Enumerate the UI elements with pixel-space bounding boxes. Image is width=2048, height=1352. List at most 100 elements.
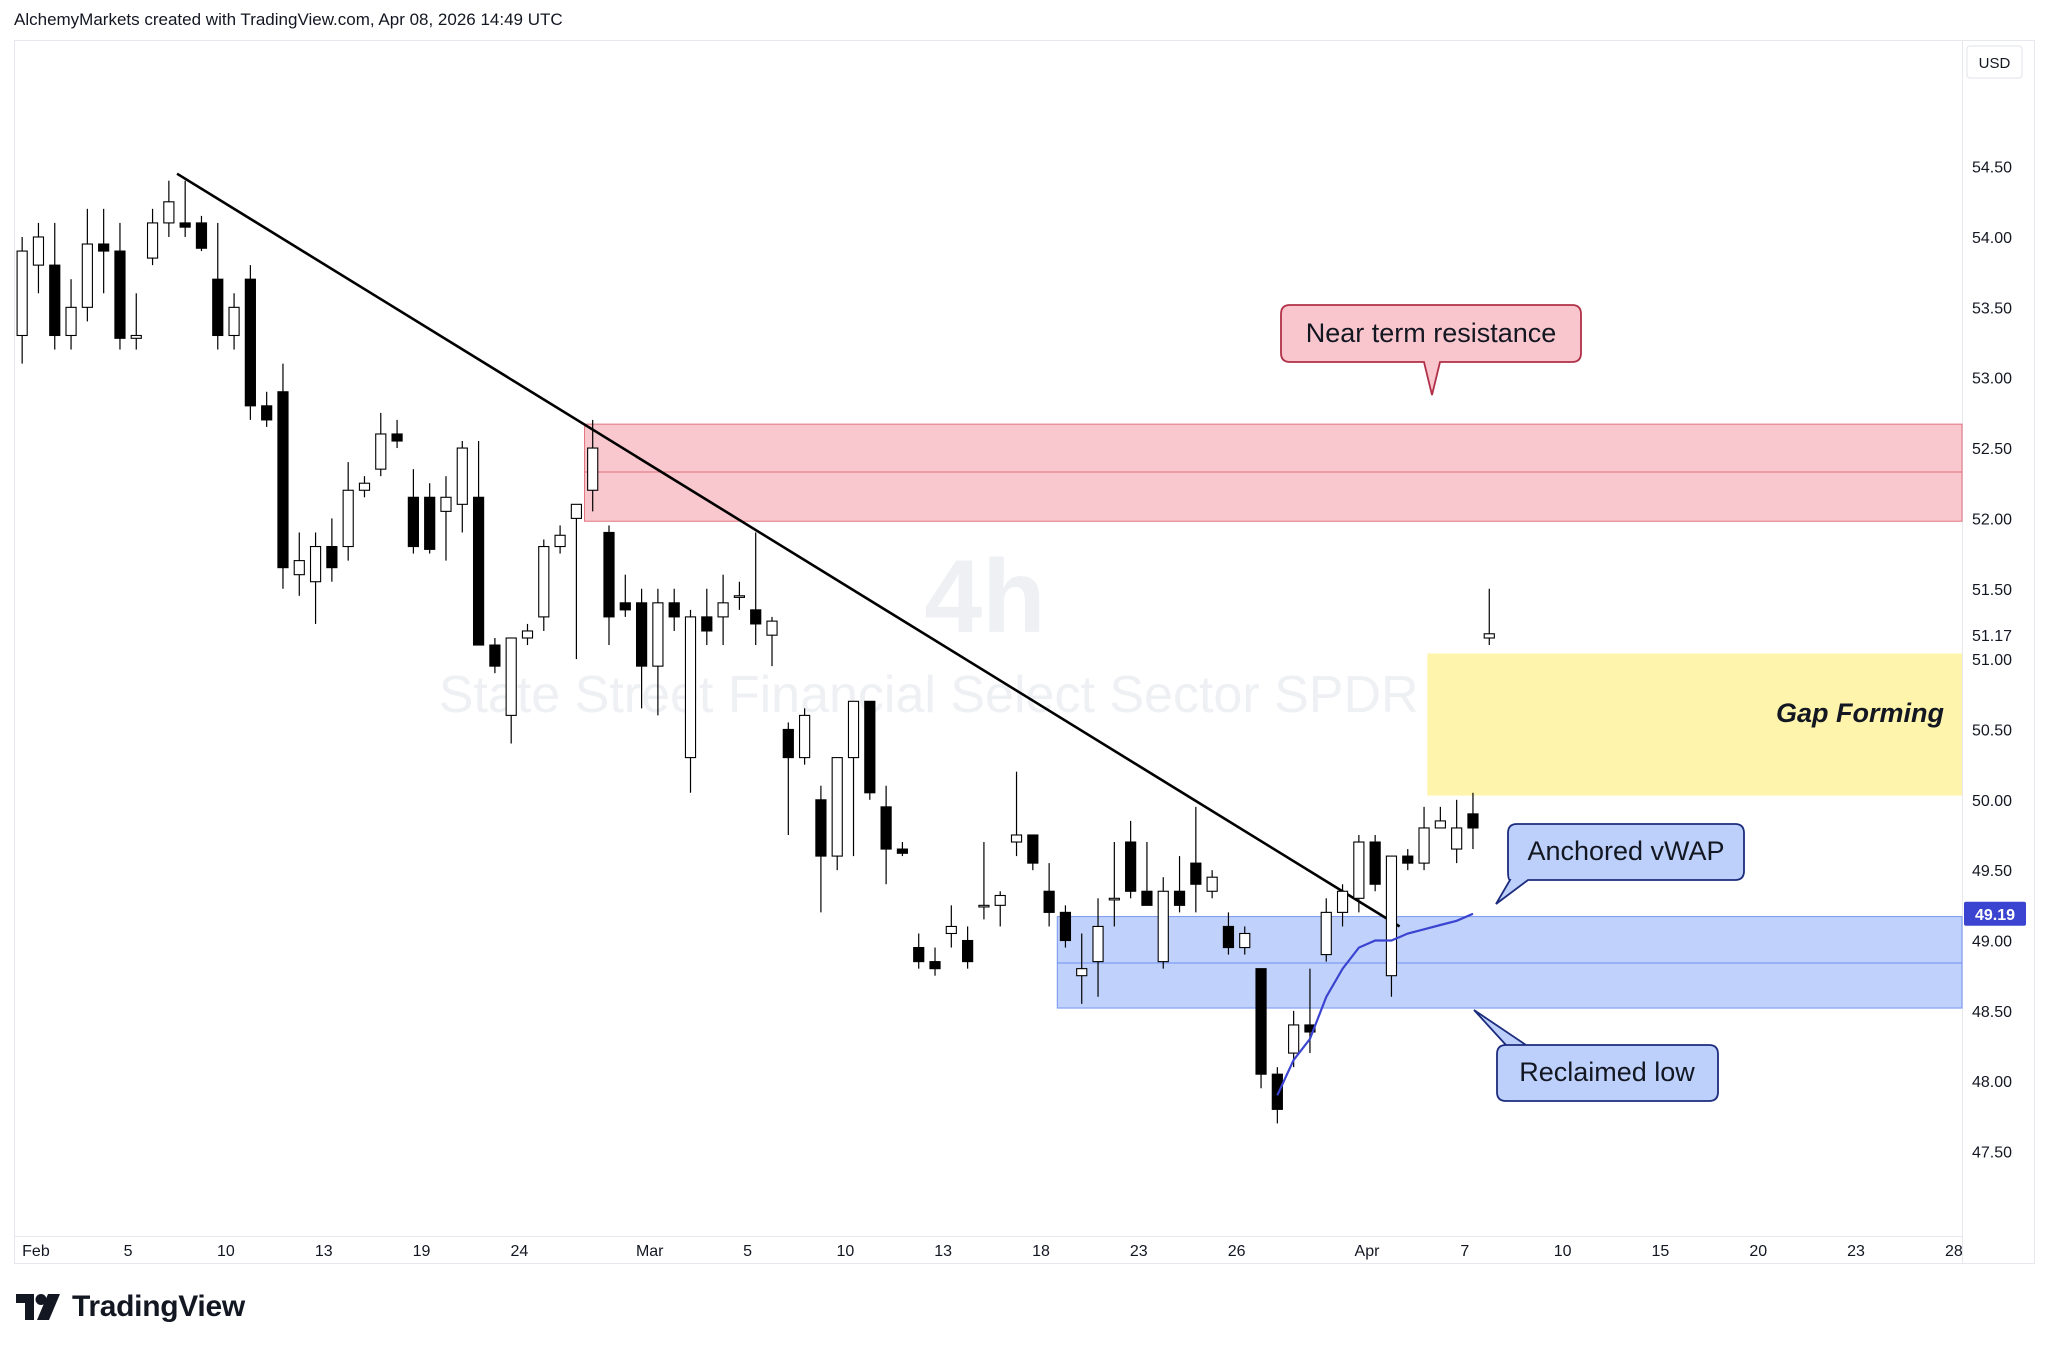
support-zone[interactable]	[1056, 916, 1963, 1009]
candle[interactable]	[277, 363, 289, 589]
currency-badge[interactable]: USD	[1966, 45, 2023, 79]
candle[interactable]	[1418, 806, 1430, 871]
candle[interactable]	[195, 215, 208, 252]
candle[interactable]	[1190, 806, 1202, 913]
candle[interactable]	[1467, 792, 1479, 850]
candle[interactable]	[1092, 898, 1104, 997]
candle[interactable]	[913, 933, 925, 969]
candle[interactable]	[32, 222, 45, 294]
candle[interactable]	[766, 616, 778, 667]
candle[interactable]	[1027, 834, 1039, 871]
price-axis[interactable]: 47.50 48.00 48.50 49.00 49.50 50.00 50.50 51.00…	[1972, 160, 2012, 1162]
candle[interactable]	[652, 588, 664, 716]
candle[interactable]	[1157, 877, 1169, 969]
candle[interactable]	[554, 525, 566, 554]
candle[interactable]	[880, 785, 892, 885]
candle[interactable]	[456, 441, 468, 533]
candle[interactable]	[782, 722, 794, 835]
candle[interactable]	[929, 947, 941, 976]
candle[interactable]	[864, 700, 876, 800]
candle[interactable]	[896, 842, 909, 857]
candle[interactable]	[603, 525, 615, 646]
candle[interactable]	[424, 483, 436, 554]
candle[interactable]	[326, 518, 338, 582]
candle[interactable]	[1255, 968, 1267, 1089]
near-term-resistance-callout[interactable]: Near term resistance	[1280, 304, 1582, 396]
candle[interactable]	[815, 785, 827, 913]
time-axis[interactable]: Feb 5 10 13 19 24 Mar 5 10 13 18 23 26 Apr 7 10 15 20 23 28	[22, 1243, 1963, 1260]
candle[interactable]	[1010, 771, 1023, 857]
candle[interactable]	[717, 574, 729, 646]
candle[interactable]	[375, 412, 387, 477]
candle[interactable]	[407, 469, 419, 554]
candle[interactable]	[1108, 842, 1120, 927]
candle[interactable]	[978, 842, 990, 920]
candle[interactable]	[228, 293, 240, 350]
candle[interactable]	[750, 532, 762, 646]
candle[interactable]	[179, 180, 191, 237]
candle[interactable]	[1336, 884, 1349, 927]
candle[interactable]	[1320, 898, 1332, 962]
candle[interactable]	[847, 700, 860, 857]
gap-zone[interactable]	[1427, 653, 1962, 796]
candle[interactable]	[799, 708, 811, 765]
candle[interactable]	[98, 208, 110, 294]
candle[interactable]	[49, 222, 61, 350]
candle[interactable]	[945, 905, 957, 948]
candle[interactable]	[65, 279, 77, 350]
candle[interactable]	[212, 222, 224, 350]
candle[interactable]	[130, 293, 142, 350]
candle[interactable]	[358, 476, 371, 498]
candle[interactable]	[146, 208, 159, 266]
candle[interactable]	[309, 532, 322, 624]
candle[interactable]	[1451, 799, 1463, 864]
tradingview-logo[interactable]: TradingView	[16, 1290, 245, 1324]
candle[interactable]	[391, 419, 403, 449]
candle[interactable]	[163, 180, 175, 237]
candle[interactable]	[440, 476, 452, 561]
downtrend-line[interactable]	[176, 172, 1401, 928]
candle[interactable]	[668, 588, 680, 631]
candle[interactable]	[635, 588, 648, 709]
candle[interactable]	[619, 574, 631, 617]
candle[interactable]	[1043, 863, 1055, 927]
candle[interactable]	[1206, 870, 1218, 899]
candle[interactable]	[1385, 855, 1398, 997]
candle[interactable]	[962, 926, 974, 969]
candle[interactable]	[1173, 856, 1186, 913]
candle[interactable]	[1141, 842, 1153, 906]
candle[interactable]	[521, 623, 534, 646]
candle[interactable]	[701, 588, 713, 646]
candle[interactable]	[570, 503, 582, 660]
candles-layer[interactable]	[16, 180, 1495, 1124]
candle[interactable]	[16, 236, 28, 364]
candle[interactable]	[1369, 834, 1381, 892]
candle[interactable]	[489, 638, 501, 674]
candle[interactable]	[1288, 1010, 1300, 1068]
reclaimed-low-callout[interactable]: Reclaimed low	[1473, 1009, 1719, 1102]
resistance-zone[interactable]	[584, 423, 1963, 522]
candle[interactable]	[244, 265, 256, 420]
candle[interactable]	[587, 419, 599, 512]
candle[interactable]	[831, 757, 843, 871]
candle[interactable]	[342, 462, 354, 561]
candle[interactable]	[114, 222, 126, 350]
candle[interactable]	[1239, 926, 1251, 955]
candle[interactable]	[1222, 912, 1235, 955]
candle[interactable]	[994, 891, 1006, 927]
candle[interactable]	[81, 208, 93, 322]
anchored-vwap-line[interactable]	[1276, 912, 1474, 1096]
candle[interactable]	[1059, 905, 1072, 948]
candle[interactable]	[261, 391, 273, 427]
candle[interactable]	[472, 441, 485, 646]
candle[interactable]	[293, 532, 305, 596]
candle[interactable]	[505, 637, 517, 744]
candle[interactable]	[1402, 849, 1414, 871]
candle[interactable]	[1125, 820, 1137, 899]
candle[interactable]	[733, 581, 746, 610]
anchored-vwap-callout[interactable]: Anchored vWAP	[1495, 823, 1745, 905]
candle[interactable]	[1076, 933, 1088, 1004]
candle[interactable]	[684, 609, 697, 793]
candle[interactable]	[538, 539, 550, 631]
